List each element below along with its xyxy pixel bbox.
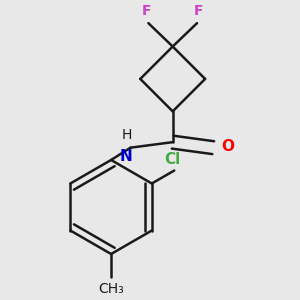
Text: CH₃: CH₃	[98, 282, 124, 296]
Text: H: H	[122, 128, 132, 142]
Text: F: F	[142, 4, 152, 18]
Text: Cl: Cl	[164, 152, 181, 166]
Text: O: O	[221, 139, 234, 154]
Text: F: F	[194, 4, 203, 18]
Text: N: N	[119, 149, 132, 164]
